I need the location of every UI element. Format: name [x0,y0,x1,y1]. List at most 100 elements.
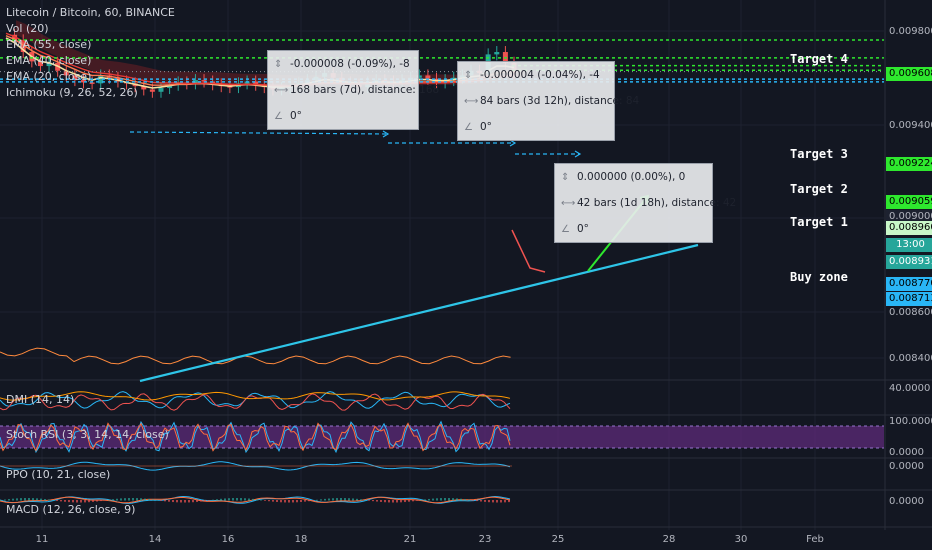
price-tick: 0.009800 [889,26,932,37]
macd-histogram-bar [128,498,130,501]
macd-histogram-bar [88,500,90,503]
angle-icon: ∠ [464,122,473,133]
measure-price: -0.000004 (-0.04%), -4 [480,69,600,81]
macd-histogram-bar [372,500,374,502]
macd-histogram-bar [280,500,282,503]
macd-histogram-bar [292,500,294,503]
macd-histogram-bar [112,499,114,501]
ppo-label[interactable]: PPO (10, 21, close) [6,468,111,481]
macd-histogram-bar [444,498,446,501]
candle-body [72,75,78,81]
buy-zone-label[interactable]: Buy zone [790,270,848,284]
target-3-label[interactable]: Target 3 [790,147,848,161]
candle-body [63,70,69,76]
macd-histogram-bar [384,500,386,503]
macd-histogram-bar [392,500,394,503]
macd-histogram-bar [124,498,126,501]
macd-histogram-bar [268,500,270,502]
macd-histogram-bar [304,500,306,502]
macd-histogram-bar [468,499,470,501]
macd-histogram-bar [380,500,382,502]
measure-angle: 0° [290,110,302,122]
target-1-label[interactable]: Target 1 [790,215,848,229]
candle-body [37,61,43,67]
dmi-label[interactable]: DMI (14, 14) [6,393,75,406]
macd-histogram-bar [164,500,166,502]
macd-histogram-bar [204,500,206,502]
macd-histogram-bar [132,498,134,501]
macd-histogram-bar [492,500,494,503]
stoch-axis-tick: 100.0000 [889,416,932,427]
macd-histogram-bar [92,500,94,502]
candle-body [158,88,164,92]
projection-arrowhead [509,139,517,147]
macd-histogram-bar [60,500,62,502]
current-price-tag: 0.008931 [886,255,932,269]
symbol-title[interactable]: Litecoin / Bitcoin, 60, BINANCE [6,6,175,19]
indicator-ema55[interactable]: EMA (55, close) [6,38,92,51]
stoch-rsi-label[interactable]: Stoch RSI (3, 3, 14, 14, close) [6,428,169,441]
macd-histogram-bar [68,500,70,503]
macd-histogram-bar [320,499,322,501]
ema55-line [5,32,515,87]
measure-tooltip-2[interactable]: ⇕ -0.000004 (-0.04%), -4 ⟷ 84 bars (3d 12h… [457,61,639,141]
macd-histogram-bar [396,500,398,503]
dmi-minus-line [0,393,511,411]
macd-histogram-bar [376,500,378,502]
macd-histogram-bar [76,500,78,503]
macd-histogram-bar [108,499,110,501]
macd-label[interactable]: MACD (12, 26, close, 9) [6,503,136,516]
projection-arrowhead [574,150,582,158]
macd-histogram-bar [0,500,2,501]
measure-tooltip-1[interactable]: ⇕ -0.000008 (-0.09%), -8 ⟷ 168 bars (7d), … [267,50,439,130]
macd-histogram-bar [136,498,138,501]
macd-histogram-bar [388,500,390,503]
target-4-label[interactable]: Target 4 [790,52,848,66]
macd-histogram-bar [152,499,154,501]
macd-histogram-bar [228,498,230,501]
macd-histogram-bar [360,499,362,501]
time-tick: 25 [551,534,565,545]
candle-body [201,80,207,82]
candle-body [149,89,155,92]
macd-histogram-bar [72,500,74,503]
macd-histogram-bar [120,498,122,501]
stoch-axis-zero: 0.0000 [889,447,924,458]
stoch-d-line [0,422,511,452]
target-2-label[interactable]: Target 2 [790,182,848,196]
indicator-ema20[interactable]: EMA (20, close) [6,70,92,83]
macd-histogram-bar [412,500,414,502]
macd-histogram-bar [356,498,358,501]
macd-histogram-bar [180,500,182,503]
price-tick: 0.009400 [889,120,932,131]
measure-tooltip-3[interactable]: ⇕ 0.000000 (0.00%), 0 ⟷ 42 bars (1d 18h), … [554,163,736,243]
macd-histogram-bar [96,500,98,502]
macd-histogram-bar [288,500,290,503]
macd-histogram-bar [328,498,330,501]
macd-histogram-bar [156,499,158,501]
time-tag: 13:00 [886,238,932,252]
macd-histogram-bar [216,499,218,501]
bars-range-icon: ⟷ [464,96,479,107]
indicator-vol[interactable]: Vol (20) [6,22,49,35]
projection-arrow [129,131,389,135]
price-tick: 0.008400 [889,353,932,364]
angle-icon: ∠ [561,224,570,235]
macd-histogram-bar [224,498,226,501]
macd-histogram-bar [196,500,198,502]
macd-histogram-bar [400,500,402,503]
macd-histogram-bar [40,498,42,501]
time-tick: 28 [662,534,676,545]
macd-histogram-bar [312,500,314,501]
macd-histogram-bar [348,498,350,501]
indicator-ema40[interactable]: EMA (40, close) [6,54,92,67]
macd-histogram-bar [20,498,22,501]
macd-histogram-bar [8,499,10,501]
indicator-ichimoku[interactable]: Ichimoku (9, 26, 52, 26) [6,86,138,99]
ppo-line [0,461,511,471]
time-tick: 16 [221,534,235,545]
macd-histogram-bar [188,500,190,503]
macd-histogram-bar [484,500,486,502]
macd-histogram-bar [236,498,238,501]
